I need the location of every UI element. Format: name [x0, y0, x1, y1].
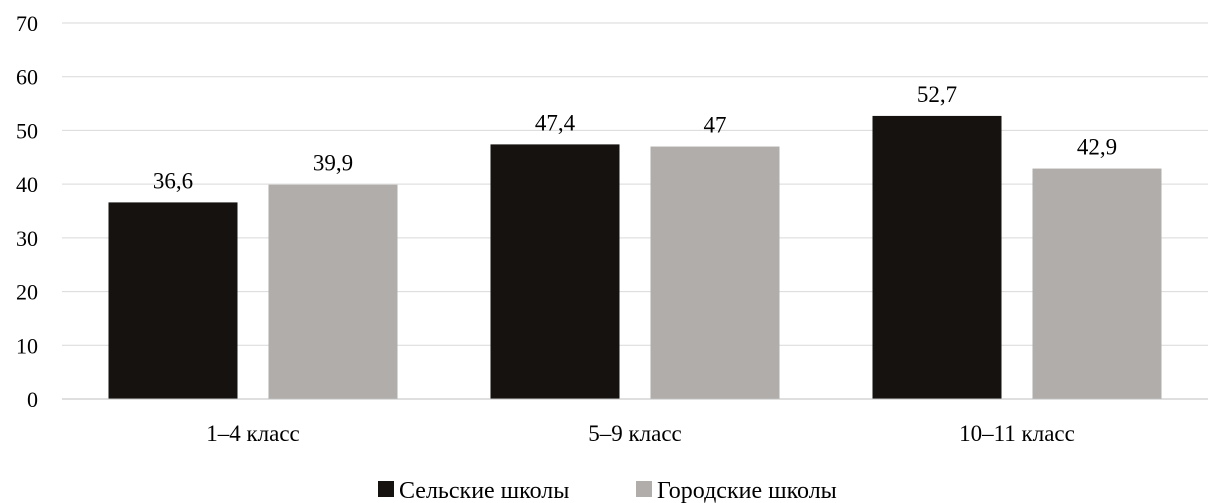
category-labels: 1–4 класс 5–9 класс 10–11 класс: [206, 421, 1075, 446]
y-tick-label: 30: [16, 226, 38, 251]
y-tick-label: 60: [16, 65, 38, 90]
y-tick-label: 10: [16, 333, 38, 358]
data-label: 42,9: [1077, 135, 1117, 160]
legend-swatch: [636, 481, 652, 497]
legend-swatch: [378, 481, 394, 497]
data-label: 39,9: [313, 151, 353, 176]
data-label: 36,6: [153, 168, 193, 193]
y-tick-label: 20: [16, 280, 38, 305]
y-tick-label: 70: [16, 11, 38, 36]
bar: [650, 146, 780, 399]
gridlines: [62, 22, 1208, 346]
legend: Сельские школы Городские школы: [378, 478, 837, 503]
bar: [1032, 168, 1162, 399]
bar: [490, 144, 620, 399]
x-category-label: 10–11 класс: [959, 421, 1075, 446]
legend-label: Сельские школы: [399, 478, 569, 503]
data-label: 52,7: [917, 82, 957, 107]
x-category-label: 5–9 класс: [588, 421, 682, 446]
bar: [108, 202, 238, 399]
data-label: 47: [704, 113, 727, 138]
bar: [872, 115, 1002, 399]
x-category-label: 1–4 класс: [206, 421, 300, 446]
y-tick-label: 50: [16, 118, 38, 143]
y-axis-ticks: 0 10 20 30 40 50 60 70: [16, 11, 38, 412]
bars: [108, 115, 1162, 399]
bar: [268, 184, 398, 399]
data-labels: 36,6 39,9 47,4 47 52,7 42,9: [153, 82, 1117, 193]
data-label: 47,4: [535, 110, 576, 135]
legend-label: Городские школы: [657, 478, 837, 503]
y-tick-label: 0: [27, 387, 38, 412]
y-tick-label: 40: [16, 172, 38, 197]
